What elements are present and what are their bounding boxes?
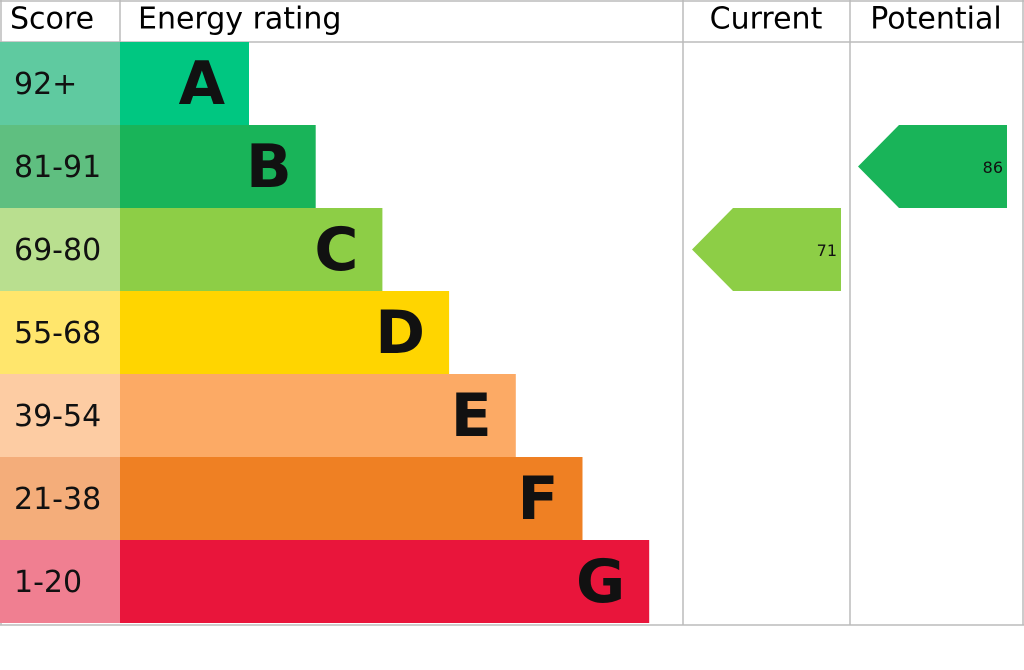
rating-letter: D bbox=[375, 298, 425, 368]
potential-arrow bbox=[858, 125, 1007, 208]
score-label: 1-20 bbox=[14, 565, 82, 600]
rating-letter: E bbox=[451, 381, 492, 451]
rating-letter: B bbox=[246, 132, 292, 202]
score-cell bbox=[0, 42, 120, 125]
header: Current bbox=[710, 2, 823, 37]
rating-bar bbox=[120, 374, 516, 457]
current-value: 71 bbox=[817, 241, 837, 260]
rating-bar bbox=[120, 291, 450, 374]
score-label: 39-54 bbox=[14, 399, 101, 434]
rating-bar bbox=[120, 42, 249, 125]
potential-value: 86 bbox=[983, 158, 1003, 177]
score-cell bbox=[0, 540, 120, 623]
rating-letter: C bbox=[314, 215, 358, 285]
current-arrow bbox=[692, 208, 841, 291]
rating-bar bbox=[120, 125, 316, 208]
score-label: 81-91 bbox=[14, 150, 101, 185]
score-label: 21-38 bbox=[14, 482, 101, 517]
score-cell bbox=[0, 457, 120, 540]
header: Energy rating bbox=[138, 2, 341, 37]
score-label: 69-80 bbox=[14, 233, 101, 268]
rating-letter: F bbox=[518, 464, 559, 534]
score-cell bbox=[0, 374, 120, 457]
rating-bar bbox=[120, 208, 383, 291]
rating-bar bbox=[120, 457, 583, 540]
score-cell bbox=[0, 291, 120, 374]
rating-letter: G bbox=[576, 547, 625, 617]
score-cell bbox=[0, 125, 120, 208]
score-label: 55-68 bbox=[14, 316, 101, 351]
rating-bar bbox=[120, 540, 650, 623]
rating-letter: A bbox=[179, 49, 226, 119]
header: Potential bbox=[870, 2, 1001, 37]
score-label: 92+ bbox=[14, 67, 77, 102]
score-cell bbox=[0, 208, 120, 291]
header: Score bbox=[10, 2, 94, 37]
